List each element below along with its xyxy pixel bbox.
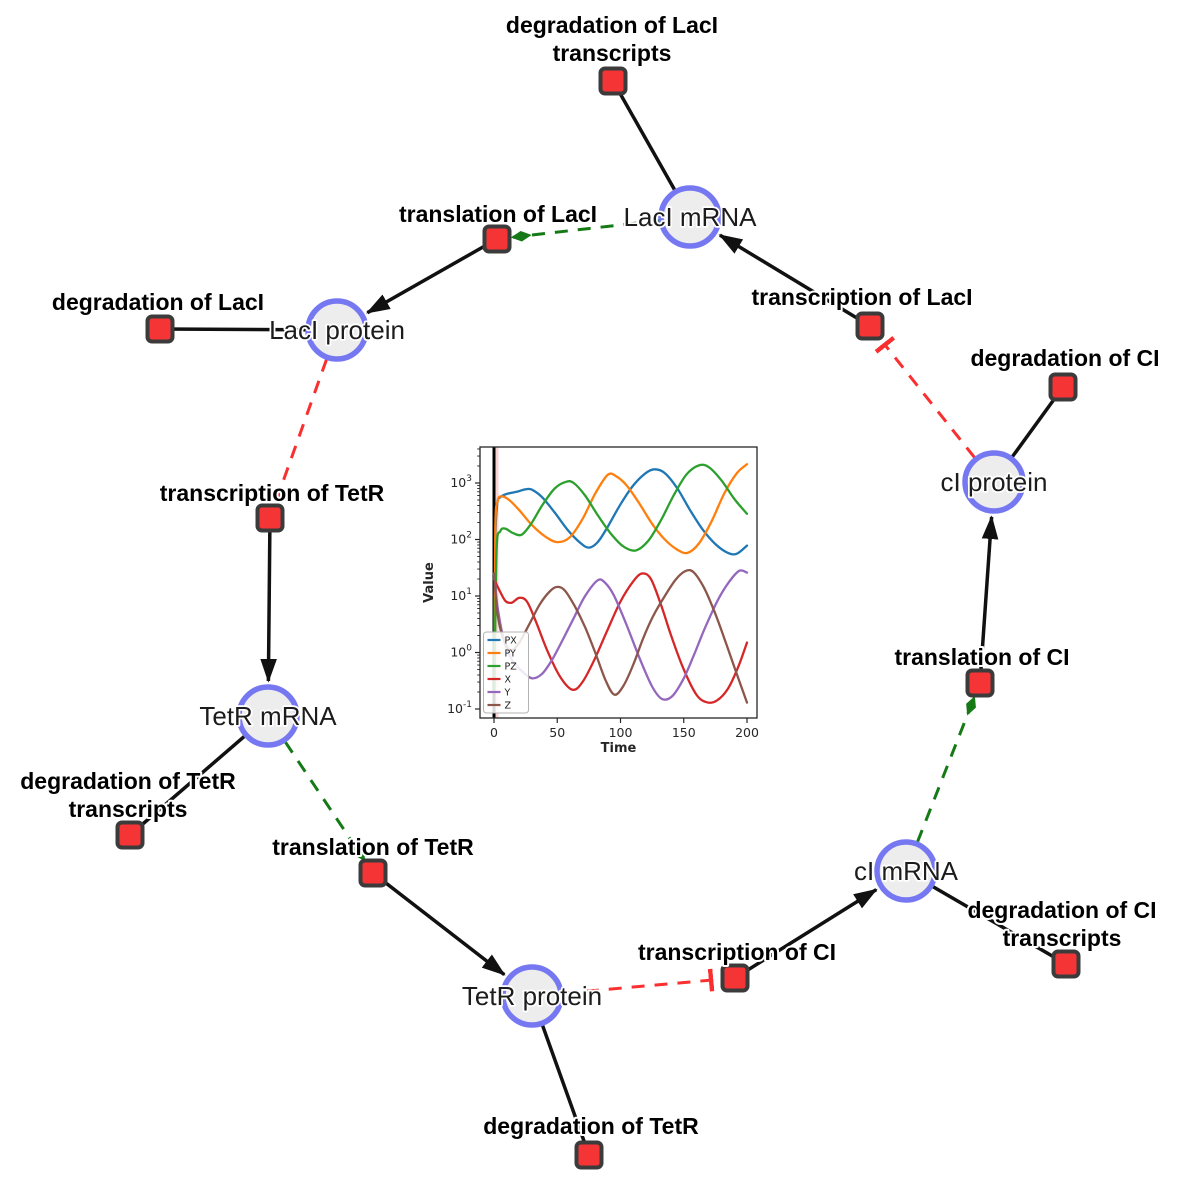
label-laci-protein: LacI protein xyxy=(269,315,405,345)
reaction-node-translation-tetr xyxy=(358,858,388,888)
legend-label-PY: PY xyxy=(505,649,517,660)
x-axis-label: Time xyxy=(601,741,637,756)
edge-production-translation-laci-to-laci-protein xyxy=(365,240,493,315)
edge-production-translation-ci-to-ci-protein xyxy=(978,515,999,678)
reaction-node-deg-tetr-transcripts xyxy=(115,820,145,850)
edge-production-transcription-laci-to-laci-mrna xyxy=(718,233,866,325)
axes-frame xyxy=(479,446,758,719)
legend-label-Y: Y xyxy=(504,688,511,699)
species-node-ci-mrna xyxy=(874,839,938,903)
x-tick-label: 50 xyxy=(549,725,565,740)
label-transcription-ci: transcription of CI xyxy=(638,939,836,965)
series-PZ xyxy=(493,463,749,694)
series-X xyxy=(492,572,749,704)
legend-label-X: X xyxy=(505,675,512,686)
reaction-node-deg-laci xyxy=(145,314,175,344)
label-deg-ci: degradation of CI xyxy=(970,345,1159,371)
label-translation-tetr: translation of TetR xyxy=(272,834,474,860)
labels-layer: degradation of LacI transcripts translatio… xyxy=(18,10,1161,1141)
species-node-tetr-mrna xyxy=(236,684,300,748)
species-node-tetr-protein xyxy=(500,964,564,1028)
y-tick-label: 103 xyxy=(450,474,472,490)
edge-catalysis-tetr-mrna-to-translation-tetr xyxy=(283,740,366,862)
label-translation-laci: translation of LacI xyxy=(399,201,597,227)
label-deg-laci: degradation of LacI xyxy=(52,289,264,315)
x-tick-label: 100 xyxy=(609,725,633,740)
reaction-node-translation-laci xyxy=(482,224,512,254)
edge-production-transcription-ci-to-ci-mrna xyxy=(739,888,878,977)
edge-production-transcription-tetr-to-tetr-mrna xyxy=(260,523,277,683)
x-tick-label: 150 xyxy=(672,725,696,740)
edge-inhibition-ci-protein-to-transcription-laci xyxy=(874,336,976,459)
reaction-node-deg-ci xyxy=(1048,372,1078,402)
y-tick-label: 101 xyxy=(450,587,472,603)
label-transcription-laci: transcription of LacI xyxy=(751,284,972,310)
x-tick-label: 200 xyxy=(735,725,759,740)
edge-production-translation-tetr-to-tetr-protein xyxy=(376,875,506,976)
species-node-ci-protein xyxy=(962,450,1026,514)
y-tick-label: 100 xyxy=(450,644,472,660)
label-tetr-protein: TetR protein xyxy=(462,981,602,1011)
inset-chart: 0 50 100 150 200 10-1 100 101 102 103 Time Value PX P… xyxy=(422,446,759,756)
label-transcription-tetr: transcription of TetR xyxy=(160,480,385,506)
label-deg-tetr-transcripts: degradation of TetR transcripts xyxy=(20,768,236,822)
legend-label-Z: Z xyxy=(505,701,512,712)
reaction-node-transcription-tetr xyxy=(255,503,285,533)
edge-inhibition-laci-protein-to-transcription-tetr xyxy=(266,358,329,502)
label-deg-laci-transcripts: degradation of LacI transcripts xyxy=(506,12,718,66)
edge-catalysis-laci-mrna-to-translation-laci xyxy=(510,219,660,242)
label-ci-mrna: cI mRNA xyxy=(854,856,959,886)
y-axis-label: Value xyxy=(422,562,437,603)
edge-inhibition-tetr-protein-to-transcription-ci xyxy=(562,968,715,995)
reaction-node-deg-tetr xyxy=(574,1140,604,1170)
label-deg-tetr: degradation of TetR xyxy=(483,1113,699,1139)
label-ci-protein: cI protein xyxy=(941,467,1048,497)
species-node-laci-mrna xyxy=(658,185,722,249)
y-tick-label: 10-1 xyxy=(447,700,472,716)
label-laci-mrna: LacI mRNA xyxy=(624,202,758,232)
reaction-node-deg-ci-transcripts xyxy=(1051,949,1081,979)
reaction-node-transcription-ci xyxy=(720,963,750,993)
nodes-layer xyxy=(115,66,1081,1170)
reaction-node-translation-ci xyxy=(965,668,995,698)
x-tick-label: 0 xyxy=(490,725,498,740)
series-PX xyxy=(493,468,749,694)
y-tick-label: 102 xyxy=(450,531,472,547)
label-translation-ci: translation of CI xyxy=(894,644,1069,670)
label-tetr-mrna: TetR mRNA xyxy=(199,701,337,731)
reaction-node-transcription-laci xyxy=(855,311,885,341)
series-PY xyxy=(493,463,749,694)
reaction-node-deg-laci-transcripts xyxy=(598,66,628,96)
legend-label-PX: PX xyxy=(505,636,518,647)
legend-label-PZ: PZ xyxy=(505,662,518,673)
label-deg-ci-transcripts: degradation of CI transcripts xyxy=(967,897,1156,951)
edge-catalysis-ci-mrna-to-translation-ci xyxy=(916,695,976,843)
species-node-laci-protein xyxy=(305,298,369,362)
